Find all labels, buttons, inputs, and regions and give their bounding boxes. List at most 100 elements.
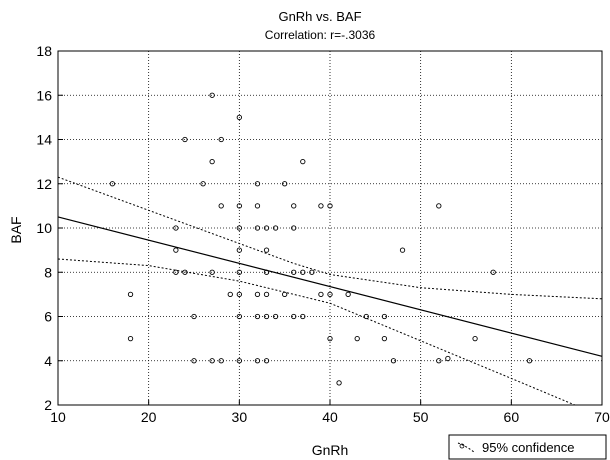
data-point	[300, 269, 306, 275]
data-point	[282, 291, 288, 298]
x-tick-label: 60	[504, 409, 520, 425]
data-point	[182, 136, 188, 143]
data-point	[227, 291, 233, 298]
data-point	[263, 313, 270, 320]
data-point	[263, 291, 270, 298]
data-point	[436, 203, 442, 209]
data-point	[263, 269, 270, 275]
data-point	[218, 136, 224, 143]
data-point	[236, 291, 242, 298]
data-point	[173, 269, 179, 275]
data-point	[336, 380, 342, 386]
grid	[58, 51, 602, 405]
data-point	[291, 269, 297, 275]
data-point	[236, 203, 242, 209]
x-tick-label: 70	[594, 409, 610, 425]
data-point	[327, 203, 333, 209]
y-tick-label: 12	[36, 176, 52, 192]
data-point	[218, 358, 224, 364]
confidence-bands	[57, 176, 603, 406]
x-tick-label: 30	[232, 409, 248, 425]
x-tick-label: 20	[141, 409, 157, 425]
data-point	[399, 247, 406, 253]
data-point	[354, 335, 360, 342]
x-axis-ticks: 10 20 30 40 50 60 70	[50, 400, 610, 425]
data-point	[282, 181, 288, 187]
regression-layer	[57, 216, 603, 357]
y-tick-label: 16	[36, 87, 52, 103]
data-point	[291, 203, 297, 209]
data-point	[254, 203, 261, 209]
data-point	[390, 358, 397, 364]
data-point	[291, 225, 297, 231]
data-point	[254, 225, 261, 231]
data-point	[318, 203, 324, 209]
data-point	[200, 181, 206, 187]
data-point	[236, 313, 242, 320]
data-point	[209, 358, 215, 364]
data-point	[109, 181, 116, 187]
data-point	[173, 225, 179, 231]
data-point	[309, 269, 315, 275]
data-point	[209, 158, 215, 165]
data-point	[236, 269, 242, 275]
y-tick-label: 2	[44, 397, 52, 413]
data-point	[291, 313, 297, 320]
data-point	[254, 181, 261, 187]
x-tick-label: 10	[50, 409, 66, 425]
data-point	[327, 335, 333, 342]
y-tick-label: 14	[36, 132, 52, 148]
data-point	[363, 313, 369, 320]
data-point	[236, 247, 242, 253]
y-tick-label: 4	[44, 353, 52, 369]
data-point	[191, 313, 197, 320]
data-point	[436, 358, 442, 364]
data-point	[209, 269, 215, 275]
data-points	[109, 92, 533, 386]
data-point	[127, 335, 134, 342]
data-point	[318, 291, 324, 298]
data-point	[218, 203, 224, 209]
chart-title: GnRh vs. BAF	[278, 9, 361, 24]
data-point	[263, 358, 270, 364]
data-point	[381, 335, 388, 342]
data-point	[236, 225, 242, 231]
confidence-upper-line	[57, 176, 603, 300]
data-point	[263, 247, 270, 253]
confidence-lower-line	[57, 258, 575, 406]
data-point	[272, 225, 279, 231]
legend-label: 95% confidence	[482, 440, 575, 455]
regression-line	[57, 216, 603, 357]
data-point	[173, 247, 179, 253]
data-point	[526, 358, 533, 364]
x-axis-label: GnRh	[312, 442, 349, 458]
y-tick-label: 8	[44, 264, 52, 280]
data-point	[300, 158, 306, 165]
y-tick-label: 18	[36, 43, 52, 59]
chart-subtitle: Correlation: r=-.3036	[265, 28, 376, 42]
y-axis-ticks: 2 4 6 8 10 12 14 16 18	[36, 43, 63, 413]
data-point	[445, 355, 451, 362]
data-point	[236, 358, 242, 364]
data-point	[272, 313, 279, 320]
x-tick-label: 40	[322, 409, 338, 425]
legend-box	[448, 434, 607, 460]
data-point	[191, 358, 197, 364]
data-point	[254, 358, 261, 364]
data-point	[209, 92, 215, 98]
data-point	[182, 269, 188, 275]
data-point	[327, 291, 333, 298]
data-point	[236, 114, 242, 121]
y-tick-label: 10	[36, 220, 52, 236]
data-point	[472, 335, 478, 342]
y-axis-label: BAF	[8, 216, 24, 243]
data-point	[381, 313, 388, 320]
data-point	[490, 269, 496, 275]
data-point	[300, 313, 306, 320]
legend: 95% confidence	[448, 434, 607, 460]
legend-line-icon	[457, 442, 475, 453]
data-point	[127, 291, 134, 298]
data-point	[254, 313, 261, 320]
data-point	[345, 291, 351, 298]
